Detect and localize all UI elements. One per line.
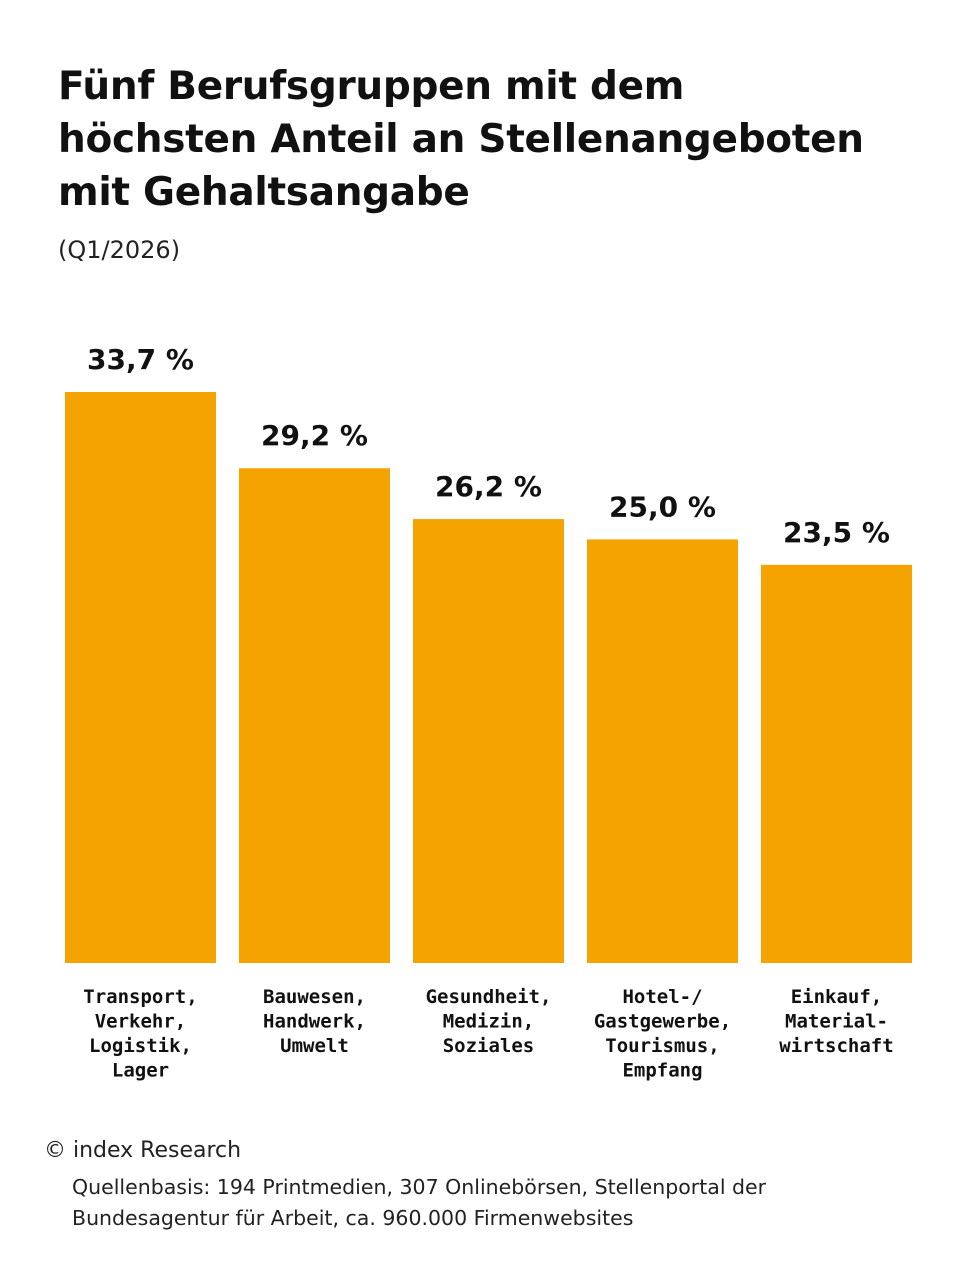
source-note-line: Quellenbasis: 194 Printmedien, 307 Onlin… bbox=[72, 1175, 767, 1199]
category-label-4-line-1: Hotel-/ bbox=[622, 986, 702, 1008]
category-label-3-line-2: Medizin, bbox=[443, 1011, 535, 1033]
chart-title-line: Fünf Berufsgruppen mit dem bbox=[58, 64, 685, 109]
category-label-3-line-3: Soziales bbox=[443, 1035, 535, 1057]
bar-3 bbox=[413, 519, 564, 963]
bar-2 bbox=[239, 468, 390, 963]
bar-5 bbox=[761, 564, 912, 963]
chart-title-line: mit Gehaltsangabe bbox=[58, 170, 470, 215]
category-label-5-line-3: wirtschaft bbox=[779, 1035, 893, 1057]
value-label-3: 26,2 % bbox=[435, 470, 542, 503]
source-note: Quellenbasis: 194 Printmedien, 307 Onlin… bbox=[72, 1172, 932, 1234]
bar-1 bbox=[65, 392, 216, 963]
category-label-2-line-2: Handwerk, bbox=[263, 1011, 366, 1033]
category-label-1-line-1: Transport, bbox=[83, 986, 197, 1008]
value-label-5: 23,5 % bbox=[783, 516, 890, 549]
source-note-line: Bundesagentur für Arbeit, ca. 960.000 Fi… bbox=[72, 1206, 634, 1230]
value-label-4: 25,0 % bbox=[609, 490, 716, 523]
category-label-2-line-3: Umwelt bbox=[280, 1035, 349, 1057]
chart-subtitle: (Q1/2026) bbox=[58, 236, 181, 264]
category-label-5-line-1: Einkauf, bbox=[791, 986, 883, 1008]
category-label-5-line-2: Material- bbox=[785, 1011, 888, 1033]
category-label-1-line-3: Logistik, bbox=[89, 1035, 192, 1057]
category-label-1-line-2: Verkehr, bbox=[95, 1011, 187, 1033]
category-label-3-line-1: Gesundheit, bbox=[426, 986, 552, 1008]
category-label-4-line-3: Tourismus, bbox=[605, 1035, 719, 1057]
category-label-4-line-4: Empfang bbox=[622, 1060, 702, 1082]
category-label-4-line-2: Gastgewerbe, bbox=[594, 1011, 731, 1033]
chart-title: Fünf Berufsgruppen mit dem höchsten Ante… bbox=[58, 60, 938, 219]
value-label-1: 33,7 % bbox=[87, 343, 194, 376]
copyright-credit: © index Research bbox=[44, 1138, 242, 1163]
chart-title-line: höchsten Anteil an Stellenangeboten bbox=[58, 117, 864, 162]
category-label-1-line-4: Lager bbox=[112, 1060, 169, 1082]
value-label-2: 29,2 % bbox=[261, 419, 368, 452]
category-label-2-line-1: Bauwesen, bbox=[263, 986, 366, 1008]
bar-4 bbox=[587, 539, 738, 963]
